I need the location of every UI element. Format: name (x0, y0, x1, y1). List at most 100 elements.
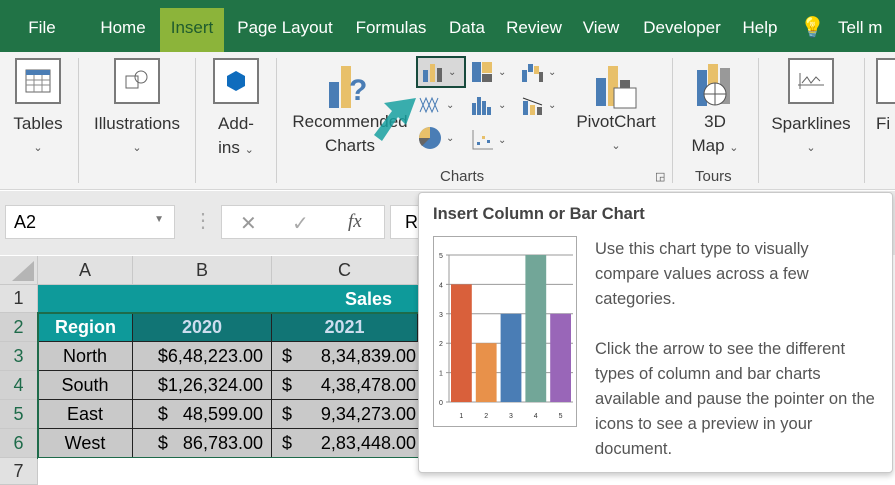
currency-symbol: $ (282, 432, 293, 453)
y-tick-label: 5 (439, 253, 443, 260)
row-header-4[interactable]: 4 (0, 371, 38, 400)
grip-icon: ⋮ (193, 210, 213, 232)
pivotchart-button[interactable]: PivotChart ⌄ (572, 62, 660, 158)
region-cell[interactable]: South (38, 371, 133, 400)
combo-chart-icon (522, 97, 543, 115)
region-cell[interactable]: West (38, 429, 133, 458)
header-region[interactable]: Region (38, 313, 133, 342)
globe-icon (680, 62, 750, 110)
recommended-charts-icon: ? (288, 62, 412, 110)
column-header-a[interactable]: A (38, 256, 133, 285)
tab-formulas[interactable]: Formulas (355, 18, 427, 37)
divider (758, 58, 759, 183)
bar-3 (500, 313, 522, 402)
addins-button[interactable]: Add- ins ⌄ (206, 58, 266, 162)
dialog-launcher-icon[interactable]: ◲ (655, 171, 666, 183)
sales-2020-cell[interactable]: $1,26,324.00 (133, 371, 272, 400)
select-all-corner[interactable] (0, 256, 38, 285)
divider (864, 58, 865, 183)
shapes-icon (114, 58, 160, 104)
sparkline-icon (788, 58, 834, 104)
sales-2020-cell[interactable]: $6,48,223.00 (133, 342, 272, 371)
header-2021[interactable]: 2021 (272, 313, 418, 342)
cancel-icon[interactable]: ✕ (240, 213, 257, 235)
statistic-chart-button[interactable]: ⌄ (472, 91, 512, 119)
x-tick-label: 2 (484, 413, 488, 420)
y-tick-label: 2 (439, 341, 443, 348)
bar-4 (525, 255, 547, 402)
tab-data[interactable]: Data (449, 18, 485, 37)
waterfall-icon (522, 64, 543, 82)
lightbulb-icon[interactable]: 💡 (800, 17, 825, 39)
chevron-down-icon: ⌄ (244, 144, 254, 156)
pivotchart-icon (572, 62, 660, 110)
insert-function-icon[interactable]: fx (348, 211, 362, 232)
tab-file[interactable]: File (28, 18, 56, 37)
treemap-icon (472, 62, 492, 82)
pointer-arrow-icon (374, 98, 416, 141)
sales-2021-value: 8,34,839.00 (320, 345, 416, 366)
enter-icon[interactable]: ✓ (292, 213, 309, 235)
tab-view[interactable]: View (582, 18, 620, 37)
addins-label-2: ins (218, 138, 240, 157)
dropdown-icon[interactable]: ▼ (154, 214, 164, 225)
sales-2021-cell[interactable]: $8,34,839.00 (272, 342, 418, 371)
insert-column-bar-chart-button[interactable]: ⌄ (416, 56, 466, 88)
name-box-value: A2 (14, 212, 37, 232)
sparklines-button[interactable]: Sparklines ⌄ (766, 58, 856, 160)
column-header-b[interactable]: B (133, 256, 272, 285)
line-chart-button[interactable]: ⌄ (418, 91, 458, 119)
sales-2021-value: 2,83,448.00 (320, 432, 416, 453)
addins-label: Add- (218, 114, 254, 133)
sales-2020-cell[interactable]: $ 48,599.00 (133, 400, 272, 429)
chevron-down-icon: ⌄ (132, 142, 142, 154)
y-tick-label: 1 (439, 371, 443, 378)
row-header-3[interactable]: 3 (0, 342, 38, 371)
pie-chart-button[interactable]: ⌄ (418, 124, 458, 152)
bar-1 (451, 284, 472, 402)
scatter-chart-button[interactable]: ⌄ (472, 126, 512, 154)
combo-chart-button[interactable]: ⌄ (522, 91, 562, 119)
region-cell[interactable]: East (38, 400, 133, 429)
divider (672, 58, 673, 183)
row-header-1[interactable]: 1 (0, 285, 38, 313)
sales-2021-cell[interactable]: $9,34,273.00 (272, 400, 418, 429)
sales-2020-cell[interactable]: $ 86,783.00 (133, 429, 272, 458)
column-header-c[interactable]: C (272, 256, 418, 285)
region-value: North (62, 345, 107, 366)
tab-developer[interactable]: Developer (643, 18, 721, 37)
header-2020[interactable]: 2020 (133, 313, 272, 342)
row-header-2[interactable]: 2 (0, 313, 38, 342)
charts-group-label: Charts (440, 168, 485, 185)
tab-review[interactable]: Review (506, 18, 562, 37)
filters-button[interactable]: Fi (876, 58, 895, 136)
tab-help[interactable]: Help (742, 18, 778, 37)
sales-2021-cell[interactable]: $2,83,448.00 (272, 429, 418, 458)
y-tick-label: 4 (439, 282, 443, 289)
row-header-7[interactable]: 7 (0, 458, 38, 485)
recommended-charts-button[interactable]: ? Recommended Charts (288, 62, 412, 158)
region-cell[interactable]: North (38, 342, 133, 371)
tab-page-layout[interactable]: Page Layout (237, 18, 333, 37)
sales-2020-value: $ 86,783.00 (157, 432, 263, 453)
row-header-6[interactable]: 6 (0, 429, 38, 458)
tell-me-search[interactable]: Tell m (838, 18, 883, 37)
waterfall-chart-button[interactable]: ⌄ (522, 58, 562, 86)
tab-home[interactable]: Home (100, 18, 146, 37)
sales-2021-cell[interactable]: $4,38,478.00 (272, 371, 418, 400)
x-tick-label: 4 (534, 413, 538, 420)
sales-2021-value: 9,34,273.00 (320, 403, 416, 424)
illustrations-button[interactable]: Illustrations ⌄ (88, 58, 186, 160)
sales-2020-value: $1,26,324.00 (157, 374, 263, 395)
region-value: West (64, 432, 106, 453)
tooltip-insert-column-bar-chart: Insert Column or Bar Chart 0 1 2 3 4 5 1 2 3 4 5 U… (418, 192, 893, 473)
3d-map-button[interactable]: 3D Map ⌄ (680, 62, 750, 160)
tables-button[interactable]: Tables ⌄ (8, 58, 68, 160)
sales-title-cell[interactable]: Sales (38, 285, 418, 313)
hierarchy-chart-button[interactable]: ⌄ (472, 58, 512, 86)
name-box[interactable]: A2 ▼ (5, 205, 175, 239)
tab-insert[interactable]: Insert (160, 8, 224, 52)
divider (78, 58, 79, 183)
row-header-5[interactable]: 5 (0, 400, 38, 429)
addins-icon (213, 58, 259, 104)
